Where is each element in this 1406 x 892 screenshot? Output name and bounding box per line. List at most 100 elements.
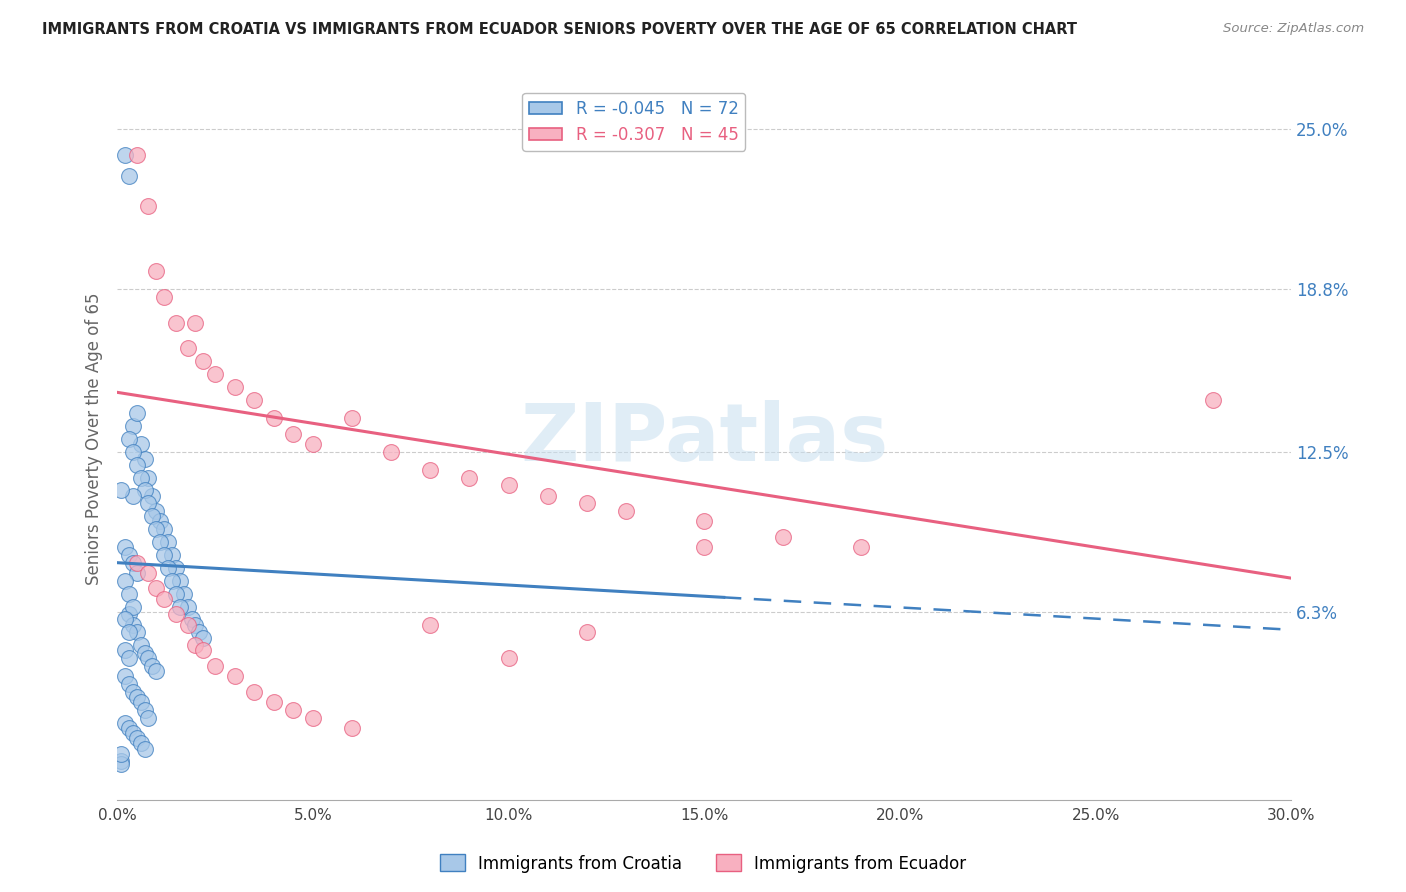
Point [224,380,246,394]
Point [110,755,132,769]
Point [134,483,156,498]
Point [165,316,187,330]
Point [145,522,167,536]
Point [114,643,136,657]
Point [110,483,132,498]
Point [302,437,325,451]
Point [169,574,191,588]
Point [263,695,285,709]
Point [176,342,198,356]
Point [121,684,143,698]
Point [129,736,152,750]
Point [125,566,148,580]
Point [110,757,132,772]
Point [243,393,266,408]
Point [125,148,148,162]
Point [772,530,794,544]
Point [693,540,716,554]
Point [340,721,363,735]
Point [118,548,141,562]
Point [118,432,141,446]
Point [537,489,560,503]
Point [157,535,180,549]
Point [204,368,226,382]
Point [380,444,402,458]
Point [141,509,163,524]
Text: ZIPatlas: ZIPatlas [520,400,889,478]
Point [302,710,325,724]
Point [145,264,167,278]
Point [145,664,167,678]
Point [849,540,872,554]
Point [114,574,136,588]
Point [129,638,152,652]
Point [125,731,148,746]
Point [138,199,160,213]
Point [145,504,167,518]
Point [138,496,160,510]
Point [129,695,152,709]
Point [114,715,136,730]
Point [121,556,143,570]
Point [121,418,143,433]
Point [149,515,172,529]
Point [498,651,520,665]
Point [138,651,160,665]
Point [1202,393,1225,408]
Point [121,599,143,614]
Point [153,522,176,536]
Point [153,591,176,606]
Point [118,721,141,735]
Point [114,540,136,554]
Point [176,599,198,614]
Point [160,574,183,588]
Point [204,659,226,673]
Point [193,354,215,368]
Point [693,515,716,529]
Point [184,638,207,652]
Point [184,617,207,632]
Point [118,587,141,601]
Point [575,625,598,640]
Point [283,426,305,441]
Point [129,470,152,484]
Point [125,406,148,420]
Point [138,470,160,484]
Point [125,690,148,704]
Point [118,651,141,665]
Point [169,599,191,614]
Point [458,470,481,484]
Point [125,458,148,472]
Point [141,489,163,503]
Point [121,444,143,458]
Point [110,747,132,761]
Y-axis label: Seniors Poverty Over the Age of 65: Seniors Poverty Over the Age of 65 [86,293,103,585]
Point [149,535,172,549]
Point [118,607,141,622]
Point [118,625,141,640]
Point [157,561,180,575]
Point [153,548,176,562]
Point [193,643,215,657]
Point [134,703,156,717]
Point [114,612,136,626]
Point [224,669,246,683]
Point [114,148,136,162]
Point [614,504,637,518]
Point [193,631,215,645]
Point [165,561,187,575]
Point [180,612,202,626]
Point [134,646,156,660]
Point [121,726,143,740]
Point [141,659,163,673]
Point [121,489,143,503]
Point [165,587,187,601]
Legend: R = -0.045   N = 72, R = -0.307   N = 45: R = -0.045 N = 72, R = -0.307 N = 45 [523,93,745,151]
Point [114,669,136,683]
Point [134,452,156,467]
Point [243,684,266,698]
Point [153,290,176,304]
Point [263,411,285,425]
Point [184,316,207,330]
Point [125,625,148,640]
